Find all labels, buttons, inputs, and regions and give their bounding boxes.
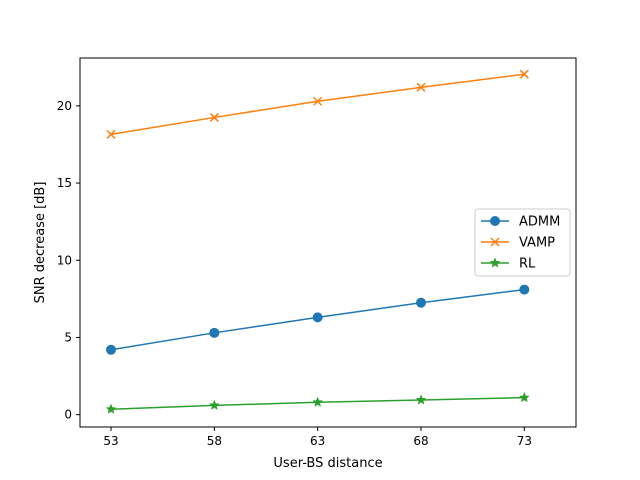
y-tick-label: 10	[57, 253, 72, 267]
x-axis-label: User-BS distance	[273, 456, 382, 471]
data-point-admm	[209, 327, 220, 338]
data-point-rl	[415, 394, 427, 405]
series-rl	[105, 392, 530, 414]
legend-item-rl: RL	[481, 257, 536, 272]
data-point-rl	[518, 392, 530, 403]
data-point-rl	[208, 399, 220, 410]
x-tick-label: 53	[103, 434, 118, 448]
y-axis-label: SNR decrease [dB]	[33, 182, 48, 304]
data-point-admm	[519, 284, 530, 295]
x-tick-label: 63	[310, 434, 325, 448]
series-vamp	[106, 69, 529, 139]
legend-label-admm: ADMM	[519, 215, 560, 230]
x-tick-label: 73	[517, 434, 532, 448]
data-point-vamp	[416, 82, 426, 92]
y-axis-ticks: 0 5 10 15 20	[57, 99, 80, 422]
data-point-rl	[105, 403, 117, 414]
legend-box	[474, 208, 571, 277]
x-tick-label: 58	[207, 434, 222, 448]
y-tick-label: 15	[57, 176, 72, 190]
legend-marker-admm	[490, 216, 500, 226]
data-point-vamp	[519, 69, 529, 79]
y-tick-label: 5	[64, 330, 72, 344]
legend-item-admm: ADMM	[481, 215, 560, 230]
legend-marker-rl	[489, 257, 501, 268]
data-point-admm	[416, 297, 426, 308]
series-admm	[106, 284, 530, 355]
y-tick-label: 0	[64, 408, 72, 422]
data-point-vamp	[313, 96, 323, 106]
y-tick-label: 20	[57, 99, 72, 113]
data-point-admm	[312, 312, 323, 323]
legend-item-vamp: VAMP	[481, 236, 555, 251]
series-layer	[105, 69, 530, 414]
data-point-vamp	[209, 112, 219, 122]
data-point-rl	[312, 396, 324, 407]
legend-label-vamp: VAMP	[519, 236, 555, 251]
legend-label-rl: RL	[519, 257, 536, 272]
x-axis-ticks: 53 58 63 68 73	[103, 427, 532, 448]
legend-marker-vamp	[490, 237, 500, 247]
legend: ADMM VAMP RL	[474, 208, 571, 277]
data-point-admm	[106, 344, 116, 355]
data-point-vamp	[106, 129, 116, 139]
x-tick-label: 68	[413, 434, 428, 448]
